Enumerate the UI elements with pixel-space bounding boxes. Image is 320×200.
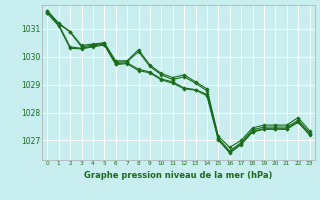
X-axis label: Graphe pression niveau de la mer (hPa): Graphe pression niveau de la mer (hPa) [84,171,273,180]
